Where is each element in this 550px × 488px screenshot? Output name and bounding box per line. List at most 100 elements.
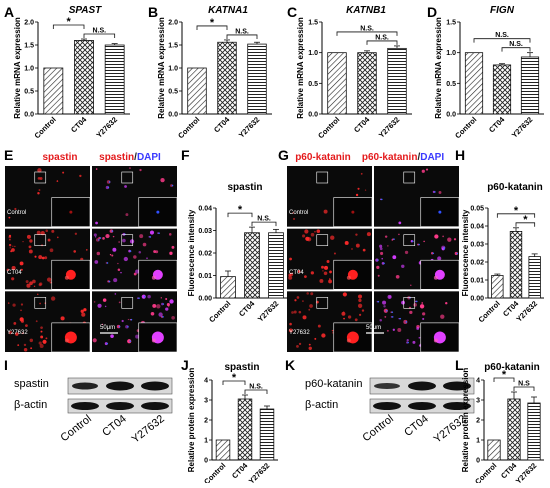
- chart-d-ytick-label: 0.0: [446, 112, 456, 119]
- blot-k-label-p60: p60-katanin: [305, 378, 363, 390]
- chart-h-bar: [491, 275, 504, 299]
- chart-l-ytick-label: 1: [476, 438, 480, 445]
- chart-j-bar: [215, 439, 231, 461]
- panel-label-d: D: [427, 4, 437, 20]
- chart-f-xtick-label: CT04: [237, 298, 257, 318]
- chart-d-bar: [520, 56, 540, 115]
- chart-h-signif-label: *: [523, 214, 528, 226]
- chart-d-signif-label: N.S.: [509, 41, 523, 48]
- chart-a-xtick-label: Y27632: [94, 115, 119, 140]
- chart-h-bracket: [496, 213, 536, 218]
- chart-a-ytick-label: 1.5: [24, 43, 34, 50]
- chart-b: KATNA1 Relative mRNA expression 0.0 0.5 1.0 1…: [157, 5, 272, 140]
- panel-label-k: K: [285, 357, 295, 373]
- blot-k-band: [443, 402, 471, 410]
- chart-b-ytick-label: 2.0: [168, 20, 178, 27]
- chart-j-ytick-label: 1: [204, 438, 208, 445]
- chart-c-xtick-label: Control: [316, 115, 341, 140]
- chart-b-bar: [187, 67, 207, 115]
- blot-k-band: [374, 383, 400, 389]
- blot-k-cat-ct04: CT04: [402, 413, 431, 439]
- micrograph-g-cell: [287, 166, 373, 227]
- blot-i-label-spastin: spastin: [14, 378, 49, 390]
- chart-h-ytick-label: 0.01: [470, 278, 484, 285]
- blot-i-cat-ct04: CT04: [100, 413, 129, 439]
- blot-i-band: [72, 382, 98, 390]
- chart-j-ytick-label: 3: [204, 398, 208, 405]
- blot-k-band: [408, 402, 436, 410]
- chart-j-bracket: [222, 380, 246, 385]
- chart-j: spastin Relative protein expression 0 1 2 3 4 C…: [187, 362, 278, 486]
- blot-i: spastin β-actin Control CT04 Y27632: [14, 377, 173, 446]
- chart-l-signif-label: N.S: [518, 381, 530, 388]
- panel-label-f: F: [181, 147, 190, 163]
- chart-h-ytick-label: 0.00: [470, 296, 484, 303]
- chart-d-ylabel: Relative mRNA expression: [434, 17, 443, 119]
- chart-h-title: p60-katanin: [487, 182, 543, 193]
- chart-b-title: KATNA1: [208, 5, 248, 16]
- chart-j-xtick-label: Y27632: [247, 461, 272, 483]
- chart-f-xtick-label: Control: [207, 299, 232, 324]
- chart-j-bar: [237, 398, 253, 461]
- chart-a-bar: [74, 40, 94, 115]
- chart-f-ytick-label: 0.03: [198, 228, 212, 235]
- chart-b-signif-label: *: [210, 17, 215, 29]
- chart-a-bar: [43, 67, 64, 115]
- micrograph-e-cell: [5, 291, 91, 353]
- blot-k-cat-control: Control: [361, 413, 396, 444]
- blot-k-band: [443, 381, 471, 391]
- panel-label-c: C: [287, 4, 297, 20]
- chart-b-xtick-label: Control: [176, 115, 201, 140]
- chart-c-signif-label: N.S.: [360, 25, 374, 32]
- chart-c-bracket: [366, 40, 398, 45]
- chart-j-xtick-label: CT04: [230, 460, 250, 480]
- chart-j-ytick-label: 2: [204, 418, 208, 425]
- blot-k-band: [408, 381, 436, 391]
- micrograph-e-cell: [92, 228, 178, 290]
- chart-b-bar: [217, 41, 237, 115]
- chart-f-signif-label: *: [238, 204, 243, 216]
- chart-l-bar: [507, 398, 521, 461]
- chart-c: KATNB1 Relative mRNA expression 0.0 0.5 1.0 1…: [296, 5, 412, 140]
- micrograph-e-cell: [92, 291, 178, 353]
- micrograph-e: spastin spastin/DAPI Control CT04 Y27632…: [5, 152, 178, 353]
- chart-b-ylabel: Relative mRNA expression: [157, 17, 166, 119]
- chart-j-bracket: [244, 389, 268, 394]
- micrograph-e-row-control: Control: [7, 210, 26, 216]
- chart-b-bracket: [226, 34, 258, 39]
- chart-c-bar: [327, 52, 347, 115]
- micrograph-g-row-y27632: Y27632: [289, 330, 310, 336]
- chart-f-bracket: [251, 221, 277, 227]
- chart-b-ytick-label: 1.5: [168, 43, 178, 50]
- micrograph-e-title-merge: spastin/DAPI: [99, 152, 161, 163]
- chart-a-ytick-label: 2.0: [24, 20, 34, 27]
- micrograph-e-title-spastin: spastin: [42, 152, 77, 163]
- chart-d-ytick-label: 1.0: [446, 50, 456, 57]
- blot-i-band: [106, 381, 134, 391]
- chart-a-bracket: [52, 24, 85, 30]
- blot-k-label-actin: β-actin: [305, 399, 338, 411]
- chart-h-signif-label: *: [514, 205, 519, 217]
- chart-c-ylabel: Relative mRNA expression: [296, 17, 305, 119]
- panel-label-e: E: [4, 147, 13, 163]
- micrograph-g-cell: [287, 228, 373, 290]
- chart-d-bar: [464, 52, 484, 115]
- chart-b-ytick-label: 0.5: [168, 89, 178, 96]
- panel-label-j: J: [181, 357, 189, 373]
- chart-j-signif-label: N.S.: [249, 384, 263, 391]
- chart-l-title: p60-katanin: [484, 362, 540, 373]
- chart-h-ytick-label: 0.05: [470, 206, 484, 213]
- chart-d-ytick-label: 0.5: [446, 81, 456, 88]
- chart-j-ytick-label: 4: [204, 378, 208, 385]
- micrograph-e-cell: [5, 228, 91, 290]
- chart-l-bracket: [513, 386, 535, 391]
- chart-c-bracket: [336, 31, 398, 36]
- chart-a-xtick-label: CT04: [69, 114, 89, 134]
- chart-d-xtick-label: Control: [453, 115, 478, 140]
- chart-c-bar: [387, 47, 407, 115]
- chart-f-xtick-label: Y27632: [256, 299, 281, 324]
- chart-l-ytick-label: 3: [476, 398, 480, 405]
- micrograph-g-row-control: Control: [289, 210, 308, 216]
